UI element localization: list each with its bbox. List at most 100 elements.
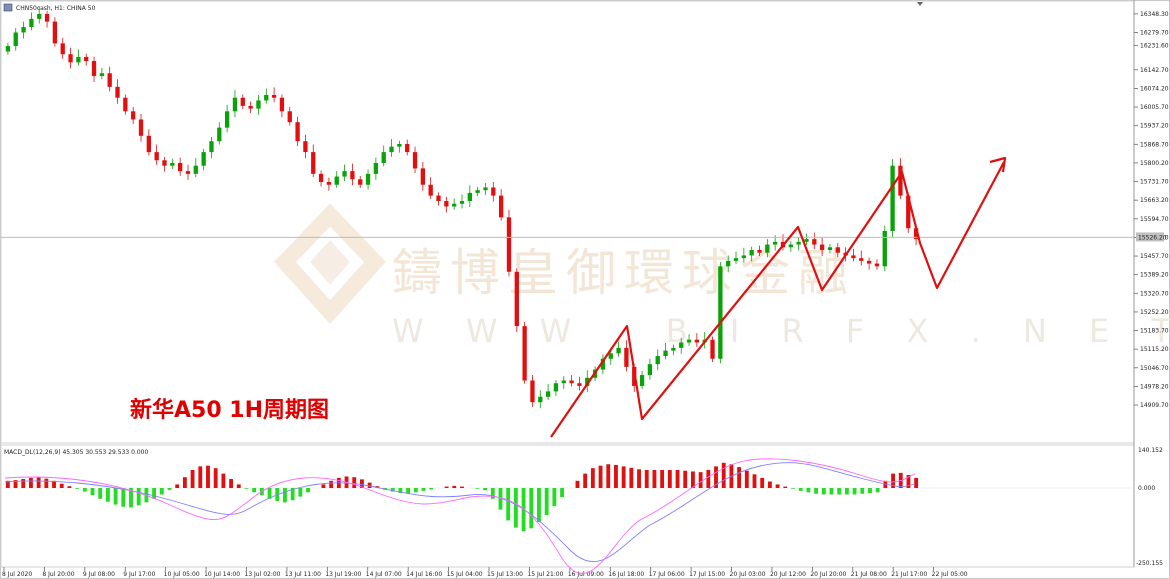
- time-tick-label: 13 Jul 19:00: [325, 571, 361, 578]
- time-tick-label: 21 Jul 17:00: [891, 571, 927, 578]
- candle-body: [248, 105, 253, 109]
- watermark-logo: [274, 203, 386, 324]
- candle-body: [475, 190, 480, 193]
- candle-body: [859, 258, 864, 261]
- candle-body: [600, 358, 606, 370]
- candle-body: [358, 179, 363, 185]
- indicator-axis-zero: 0.000: [1138, 485, 1155, 492]
- candle-body: [444, 201, 449, 207]
- candle-body: [553, 383, 559, 392]
- candle-body: [154, 152, 159, 161]
- candle-body: [616, 347, 621, 354]
- candle-body: [405, 143, 410, 153]
- candle-body: [185, 171, 191, 174]
- candle-body: [788, 244, 793, 248]
- candle-body: [694, 339, 700, 343]
- candle-body: [741, 255, 746, 259]
- time-tick-label: 15 Jul 13:00: [487, 571, 523, 578]
- candle-body: [538, 396, 543, 403]
- chart-annotation-title: 新华A50 1H周期图: [130, 397, 329, 423]
- price-tick-label: 16348.30: [1140, 11, 1169, 18]
- price-tick-label: 16279.70: [1140, 30, 1169, 37]
- candle-body: [412, 152, 418, 169]
- candle-body: [138, 119, 144, 136]
- time-tick-label: 15 Jul 04:00: [447, 571, 483, 578]
- candle-body: [60, 43, 65, 55]
- candle-body: [326, 182, 332, 185]
- candle-body: [131, 111, 136, 120]
- candle-body: [773, 241, 778, 245]
- candle-body: [264, 95, 269, 101]
- candle-body: [749, 249, 754, 256]
- candle-body: [514, 271, 519, 327]
- price-tick-label: 15937.20: [1140, 123, 1169, 130]
- candle-body: [835, 247, 840, 253]
- candle-body: [178, 162, 183, 172]
- current-price-value: 15526.20: [1138, 234, 1167, 241]
- candle-body: [107, 73, 112, 87]
- price-tick-label: 15115.20: [1140, 346, 1169, 353]
- projection-zigzag: [550, 156, 1007, 438]
- candle-body: [68, 54, 73, 63]
- candle-body: [655, 356, 660, 365]
- candle-body: [483, 187, 488, 191]
- candle-body: [827, 247, 833, 250]
- price-tick-label: 15663.20: [1140, 197, 1169, 204]
- macd-histogram: [5, 462, 919, 532]
- candle-body: [765, 244, 770, 253]
- candle-body: [99, 73, 105, 76]
- candle-body: [29, 18, 34, 28]
- price-tick-label: 15594.70: [1140, 216, 1169, 223]
- candle-body: [906, 195, 911, 229]
- current-price-tag: 15526.20: [1136, 232, 1167, 242]
- time-tick-label: 16 Jul 09:00: [568, 571, 604, 578]
- projection-line: [550, 161, 1005, 438]
- candle-body: [217, 127, 222, 142]
- candle-body: [115, 86, 120, 98]
- candle-body: [452, 203, 457, 207]
- time-tick-label: 13 Jul 02:00: [245, 571, 281, 578]
- candle-body: [170, 162, 175, 166]
- candle-body: [279, 97, 285, 112]
- candle-body: [397, 143, 402, 147]
- candle-body: [91, 61, 97, 76]
- candle-body: [44, 13, 50, 22]
- candle-body: [224, 111, 230, 128]
- candle-body: [373, 162, 379, 174]
- candle-body: [381, 152, 386, 163]
- candle-body: [506, 217, 512, 272]
- candle-body: [21, 27, 26, 33]
- candle-body: [295, 122, 300, 142]
- candle-body: [671, 347, 676, 351]
- candle-body: [577, 383, 582, 386]
- candle-body: [428, 184, 433, 196]
- time-tick-label: 20 Jul 20:00: [810, 571, 846, 578]
- candle-body: [647, 364, 653, 376]
- candle-body: [209, 141, 214, 153]
- time-tick-label: 14 Jul 16:00: [406, 571, 442, 578]
- scroll-marker-icon[interactable]: [917, 2, 923, 6]
- candle-body: [757, 249, 762, 253]
- candle-body: [866, 260, 872, 264]
- candle-body: [491, 187, 496, 196]
- candle-body: [256, 100, 261, 109]
- candle-body: [271, 95, 277, 98]
- candle-body: [561, 380, 566, 384]
- candle-body: [84, 56, 89, 62]
- candle-body: [459, 201, 465, 204]
- price-tick-label: 15800.20: [1140, 160, 1169, 167]
- indicator-label: MACD_DL(12,26,9) 45.305 30.553 29.533 0.…: [4, 449, 149, 456]
- price-tick-label: 16142.70: [1140, 67, 1169, 74]
- candle-body: [686, 339, 692, 343]
- price-tick-label: 16005.70: [1140, 104, 1169, 111]
- macd-signal-line: [4, 462, 916, 563]
- price-tick-label: 15457.70: [1140, 253, 1169, 260]
- watermark-cn: 鑄博皇御環球金融: [392, 244, 856, 302]
- candle-body: [522, 326, 527, 381]
- candle-body: [420, 168, 426, 185]
- watermark-en: W W W . B I R F X . N E T: [392, 312, 1170, 350]
- price-tick-label: 15320.70: [1140, 290, 1169, 297]
- candle-body: [608, 353, 613, 359]
